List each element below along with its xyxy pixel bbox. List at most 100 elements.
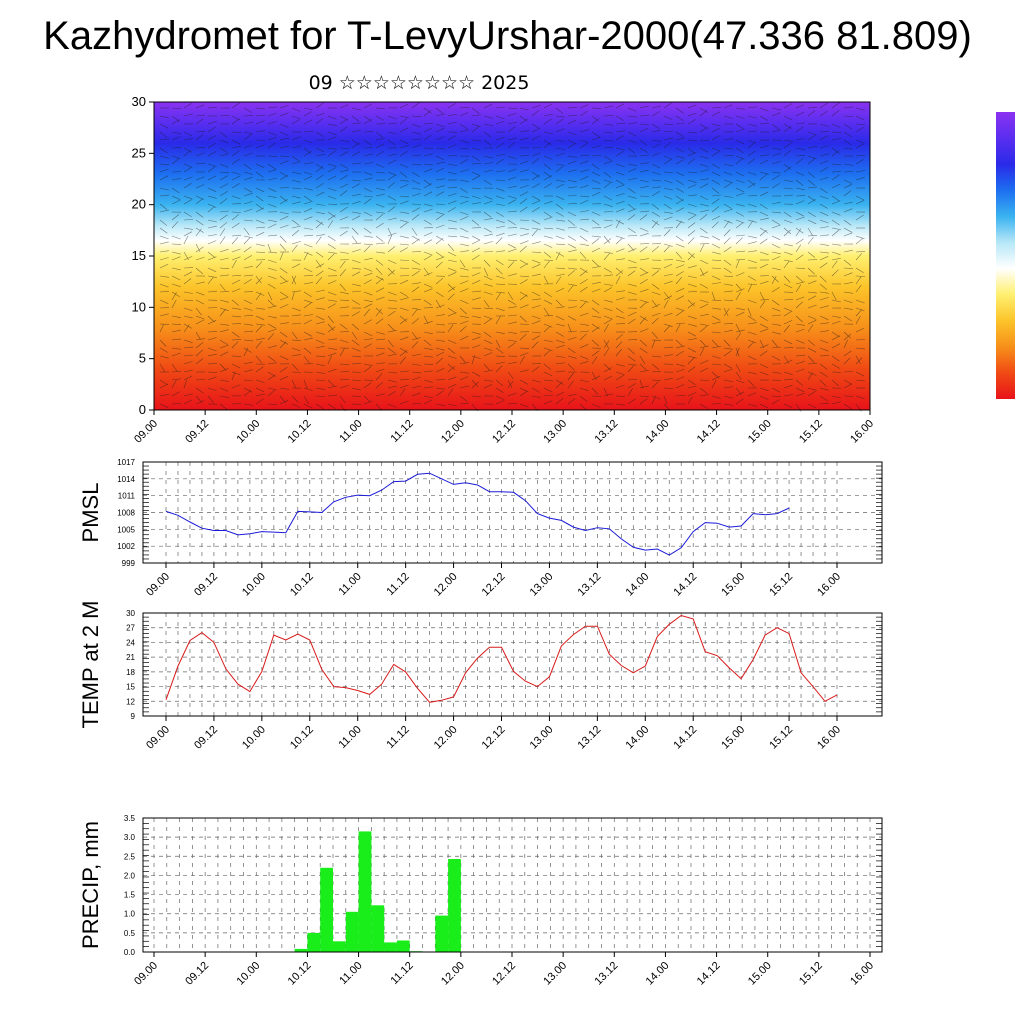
- wind-barb: [231, 288, 241, 293]
- wind-barb: [555, 331, 564, 337]
- wind-barb: [567, 363, 575, 371]
- wind-barb: [591, 371, 597, 381]
- wind-barb: [159, 147, 168, 154]
- wind-barb: [687, 366, 696, 373]
- wind-barb: [783, 166, 792, 173]
- wind-barb: [243, 201, 253, 205]
- wind-barb: [735, 115, 745, 119]
- wind-barb: [723, 155, 734, 157]
- wind-barb: [339, 299, 350, 301]
- wind-barb: [783, 259, 793, 262]
- wind-barb: [843, 147, 853, 150]
- wind-barb: [699, 303, 709, 309]
- y-tick-label: 1.5: [124, 891, 136, 900]
- wind-barb: [327, 187, 337, 192]
- wind-barb: [771, 399, 780, 405]
- wind-barb: [243, 323, 253, 326]
- wind-barb: [519, 219, 530, 221]
- wind-barb: [171, 147, 182, 149]
- wind-barb: [267, 234, 278, 237]
- wind-barb: [255, 187, 265, 193]
- wind-barb: [423, 288, 433, 293]
- wind-barb: [195, 219, 204, 226]
- wind-barb: [783, 299, 794, 301]
- wind-barb: [255, 387, 265, 393]
- wind-barb: [639, 210, 650, 213]
- wind-barb: [471, 395, 481, 398]
- wind-barb: [471, 381, 479, 389]
- wind-barb: [723, 275, 734, 277]
- y-tick-label: 1008: [117, 509, 135, 518]
- wind-barb: [855, 267, 864, 274]
- wind-barb: [519, 352, 529, 357]
- wind-barb: [795, 179, 804, 186]
- wind-barb: [651, 219, 660, 226]
- wind-barb: [843, 291, 853, 294]
- wind-barb: [483, 169, 493, 173]
- wind-barb: [495, 232, 505, 237]
- wind-barb: [591, 315, 601, 318]
- wind-barb: [171, 315, 181, 318]
- wind-barb: [783, 179, 793, 182]
- wind-barb: [471, 235, 481, 241]
- wind-barb: [231, 234, 242, 237]
- wind-barb: [447, 267, 457, 272]
- wind-barb: [471, 307, 482, 309]
- x-tick-label: 10.00: [240, 571, 268, 599]
- wind-barb: [303, 314, 313, 317]
- wind-barb: [363, 139, 372, 146]
- wind-barb: [291, 179, 301, 183]
- wind-barb: [231, 274, 242, 277]
- wind-barb: [639, 370, 649, 373]
- wind-barb: [399, 171, 408, 178]
- wind-barb: [711, 307, 721, 310]
- wind-barb: [207, 276, 214, 285]
- wind-barb: [675, 395, 686, 397]
- wind-barb: [663, 273, 673, 277]
- wind-barb: [291, 403, 301, 408]
- wind-barb: [579, 323, 589, 326]
- wind-barb: [375, 214, 384, 221]
- wind-barb: [531, 195, 541, 201]
- wind-barb: [375, 267, 383, 275]
- wind-barb: [315, 203, 325, 206]
- wind-barb: [735, 139, 745, 145]
- wind-barb: [339, 216, 349, 221]
- wind-barb: [435, 161, 445, 165]
- wind-barb: [459, 335, 469, 341]
- wind-barb: [819, 203, 828, 209]
- wind-barb: [639, 258, 649, 261]
- wind-barb: [327, 403, 336, 409]
- wind-barb: [627, 208, 637, 213]
- x-tick-label: 12.00: [432, 571, 460, 599]
- wind-barb: [159, 203, 168, 210]
- wind-barb: [687, 323, 697, 327]
- pmsl-line: [165, 472, 790, 556]
- precip-bar: [320, 867, 333, 952]
- wind-barb: [387, 259, 397, 264]
- wind-barb: [219, 283, 226, 292]
- wind-barb: [615, 307, 624, 314]
- wind-barb: [303, 227, 313, 230]
- wind-barb: [687, 179, 697, 183]
- wind-barb: [267, 387, 277, 391]
- x-tick-label: 16.00: [848, 960, 876, 988]
- wind-barb: [435, 256, 445, 261]
- panel-frame: [142, 461, 883, 564]
- wind-barb: [171, 370, 182, 373]
- wind-barb: [831, 363, 840, 369]
- wind-barb: [183, 369, 193, 373]
- wind-barb: [651, 291, 661, 296]
- wind-barb: [819, 371, 828, 378]
- wind-barb: [627, 339, 638, 341]
- wind-barb: [639, 185, 649, 189]
- wind-barb: [435, 185, 445, 189]
- wind-barb: [159, 347, 168, 353]
- wind-barb: [351, 387, 361, 391]
- wind-barb: [771, 314, 781, 317]
- wind-barb: [387, 291, 397, 296]
- wind-barb: [591, 235, 601, 238]
- wind-barb: [315, 277, 323, 285]
- wind-barb: [579, 330, 589, 333]
- wind-barb: [843, 131, 852, 138]
